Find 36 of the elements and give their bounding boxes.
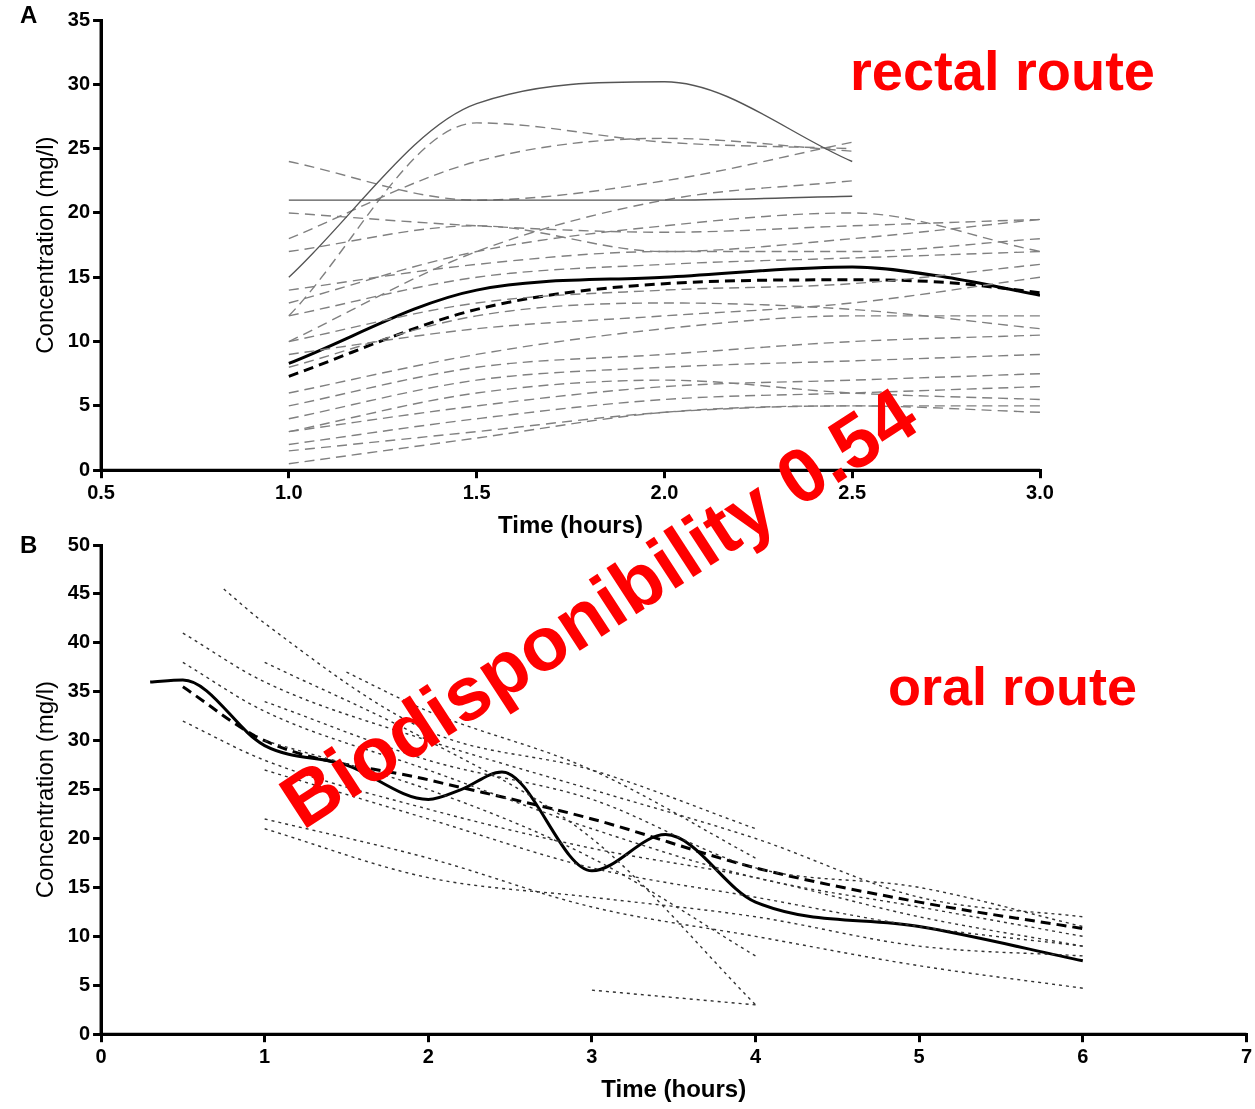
x-tick-label: 4 — [749, 1044, 762, 1067]
y-tick-label: 20 — [67, 826, 91, 849]
chart-title: A — [20, 0, 38, 28]
y-tick-label: 25 — [67, 136, 91, 159]
y-tick-label: 0 — [78, 1021, 91, 1044]
y-axis-title: Concentration (mg/l) — [31, 680, 59, 899]
annotation: oral route — [888, 655, 1138, 717]
y-tick-label: 30 — [67, 728, 91, 751]
annotation: rectal route — [850, 38, 1155, 103]
x-tick-label: 0 — [95, 1044, 107, 1067]
y-axis-title: Concentration (mg/l) — [31, 136, 59, 354]
x-axis-title: Time (hours) — [601, 1075, 747, 1103]
y-tick-label: 35 — [67, 679, 91, 702]
x-tick-label: 0.5 — [87, 480, 115, 503]
y-tick-label: 40 — [67, 630, 91, 653]
x-tick-label: 3 — [586, 1044, 598, 1067]
y-tick-label: 5 — [78, 393, 91, 416]
y-tick-label: 35 — [67, 7, 91, 30]
y-tick-label: 5 — [78, 972, 91, 995]
y-tick-label: 20 — [67, 200, 91, 223]
y-tick-label: 45 — [67, 581, 91, 604]
y-tick-label: 25 — [67, 777, 91, 800]
y-tick-label: 30 — [67, 71, 91, 94]
x-tick-label: 6 — [1077, 1044, 1089, 1067]
y-tick-label: 10 — [67, 329, 91, 352]
chart-title: B — [20, 530, 38, 558]
y-tick-label: 0 — [78, 457, 91, 480]
y-tick-label: 10 — [67, 923, 91, 946]
x-tick-label: 2 — [422, 1044, 434, 1067]
y-tick-label: 15 — [67, 874, 91, 897]
y-tick-label: 15 — [67, 264, 91, 287]
x-tick-label: 3.0 — [1026, 480, 1054, 503]
x-tick-label: 7 — [1240, 1044, 1252, 1067]
x-tick-label: 1 — [259, 1044, 271, 1067]
y-tick-label: 50 — [67, 532, 91, 555]
x-tick-label: 5 — [913, 1044, 925, 1067]
